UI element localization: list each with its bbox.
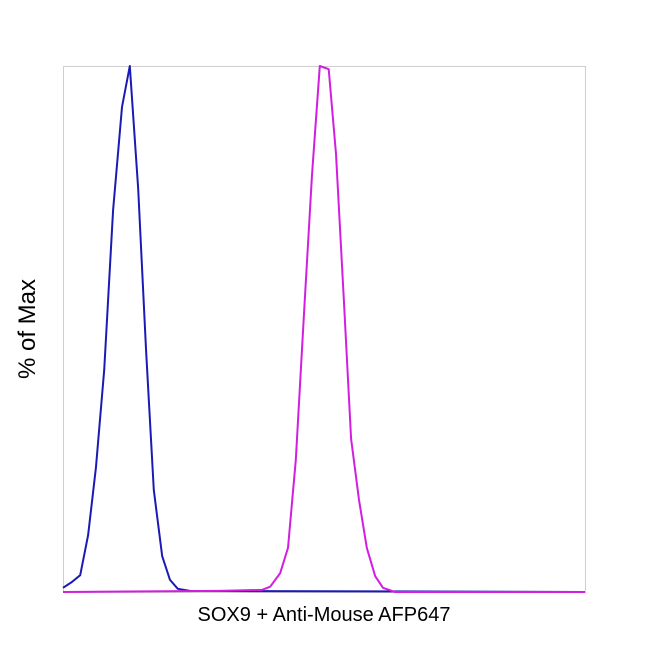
- x-axis-label: SOX9 + Anti-Mouse AFP647: [197, 604, 451, 626]
- series-line-sox9: [62, 65, 585, 593]
- y-axis-label: % of Max: [14, 278, 41, 380]
- plot-frame: [63, 66, 586, 593]
- series-line-control: [62, 65, 586, 593]
